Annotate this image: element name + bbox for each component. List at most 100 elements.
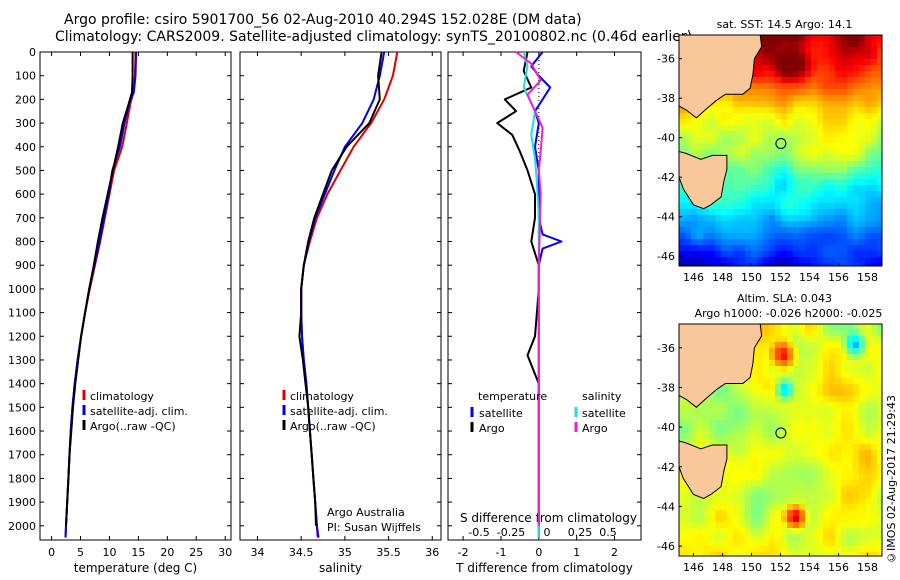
depth-tick-label: 900 xyxy=(15,259,36,272)
legend-label: climatology xyxy=(90,390,154,403)
lon-tick-label: 156 xyxy=(828,561,849,574)
map-title: Altim. SLA: 0.043 xyxy=(737,292,832,305)
legend-label: Argo(..raw -QC) xyxy=(290,420,376,433)
mainland-shape xyxy=(679,35,763,119)
profile-location-marker xyxy=(775,427,787,439)
lon-tick-label: 158 xyxy=(857,561,878,574)
x-tick-label-2: 0.25 xyxy=(568,526,593,539)
series-line-argo-raw-qc- xyxy=(298,51,383,526)
lon-tick-label: 146 xyxy=(683,271,704,284)
x-tick-label: 34.5 xyxy=(289,546,314,559)
sst-map-field xyxy=(679,35,882,266)
temperature-plot-frame xyxy=(39,51,232,541)
sla-map-panel: 146 148 150 152 154 156 158 -36 -38 -40 -42 -44 -46 A… xyxy=(657,292,883,574)
legend-label: Argo(..raw -QC) xyxy=(90,420,176,433)
depth-tick-label: 1800 xyxy=(8,472,36,485)
lat-tick-label: -42 xyxy=(657,461,675,474)
salinity-panel: 34 34.5 35 35.5 36 salinity climatology satelli… xyxy=(239,51,442,575)
lon-tick-label: 156 xyxy=(828,271,849,284)
lon-tick-label: 152 xyxy=(770,271,791,284)
depth-tick-label: 100 xyxy=(15,70,36,83)
lat-tick-label: -40 xyxy=(657,421,675,434)
mainland-shape xyxy=(679,324,763,408)
profile-location-marker xyxy=(775,137,787,149)
map-subtitle: Argo h1000: -0.026 h2000: -0.025 xyxy=(695,307,883,320)
x-tick-label: 30 xyxy=(218,546,232,559)
x-tick-label: 10 xyxy=(102,546,116,559)
depth-tick-label: 700 xyxy=(15,212,36,225)
x-tick-label: 2 xyxy=(611,546,618,559)
depth-tick-label: 300 xyxy=(15,117,36,130)
legend-label: satellite-adj. clim. xyxy=(90,405,188,418)
salinity-plot-frame xyxy=(239,51,442,541)
lat-tick-label: -38 xyxy=(657,381,675,394)
legend-label: climatology xyxy=(290,390,354,403)
figure-title: Argo profile: csiro 5901700_56 02-Aug-20… xyxy=(64,12,582,28)
x-tick-label-2: 0.5 xyxy=(599,526,617,539)
sst-map-panel: 146 148 150 152 154 156 158 -36 -38 -40 -42 -44 -46 s… xyxy=(657,18,883,284)
depth-tick-label: 1200 xyxy=(8,330,36,343)
x-axis-label: temperature (deg C) xyxy=(74,561,197,575)
lat-tick-label: -46 xyxy=(657,250,675,263)
lat-tick-label: -42 xyxy=(657,171,675,184)
lon-tick-label: 148 xyxy=(712,271,733,284)
lat-tick-label: -46 xyxy=(657,540,675,553)
x-tick-label: -2 xyxy=(458,546,469,559)
x-tick-label: 25 xyxy=(189,546,203,559)
lat-tick-label: -36 xyxy=(657,342,675,355)
credit-stamp: ©IMOS 02-Aug-2017 21:29:43 xyxy=(885,395,898,564)
depth-tick-label: 1700 xyxy=(8,449,36,462)
lon-tick-label: 154 xyxy=(799,271,820,284)
x-tick-label-2: 0 xyxy=(544,526,551,539)
x-tick-label: 35 xyxy=(338,546,352,559)
lon-tick-label: 150 xyxy=(741,561,762,574)
lon-tick-label: 152 xyxy=(770,561,791,574)
series-line-argo xyxy=(515,51,544,526)
depth-tick-label: 600 xyxy=(15,188,36,201)
x-tick-label: 0 xyxy=(48,546,55,559)
lon-tick-label: 150 xyxy=(741,271,762,284)
depth-tick-label: 1900 xyxy=(8,496,36,509)
difference-plot-frame xyxy=(447,51,642,541)
depth-tick-label: 1500 xyxy=(8,401,36,414)
x-tick-label-2: -0.5 xyxy=(468,526,489,539)
x-axis-label: T difference from climatology xyxy=(455,561,633,575)
x-tick-label: 15 xyxy=(131,546,145,559)
legend-label: Argo xyxy=(582,422,608,435)
depth-tick-label: 1000 xyxy=(8,283,36,296)
lon-tick-label: 158 xyxy=(857,271,878,284)
depth-tick-label: 2000 xyxy=(8,520,36,533)
legend-label: satellite-adj. clim. xyxy=(290,405,388,418)
tasmania-shape xyxy=(679,440,728,500)
sla-map-field xyxy=(679,324,882,556)
x-tick-label: 5 xyxy=(77,546,84,559)
series-line-argo xyxy=(496,51,540,526)
map-title: sat. SST: 14.5 Argo: 14.1 xyxy=(717,18,853,31)
depth-tick-label: 1600 xyxy=(8,425,36,438)
legend-label: satellite xyxy=(582,407,626,420)
annotation-text: PI: Susan Wijffels xyxy=(327,521,421,534)
lon-tick-label: 146 xyxy=(683,561,704,574)
figure-subtitle: Climatology: CARS2009. Satellite-adjuste… xyxy=(55,29,693,45)
depth-tick-label: 1300 xyxy=(8,354,36,367)
lon-tick-label: 148 xyxy=(712,561,733,574)
lat-tick-label: -36 xyxy=(657,53,675,66)
lon-tick-label: 154 xyxy=(799,561,820,574)
lat-tick-label: -38 xyxy=(657,92,675,105)
lat-tick-label: -44 xyxy=(657,211,675,224)
series-line-argo-raw-qc- xyxy=(65,52,134,526)
x-axis-label: salinity xyxy=(319,561,362,575)
x-tick-label: -1 xyxy=(495,546,506,559)
x-tick-label: 35.5 xyxy=(376,546,401,559)
depth-tick-label: 0 xyxy=(29,46,36,59)
lat-tick-label: -40 xyxy=(657,132,675,145)
x-tick-label: 34 xyxy=(250,546,264,559)
depth-tick-label: 1400 xyxy=(8,378,36,391)
legend-label: Argo xyxy=(479,422,505,435)
annotation-text: Argo Australia xyxy=(327,506,405,519)
x-tick-label: 1 xyxy=(573,546,580,559)
legend-heading: temperature xyxy=(478,390,547,403)
depth-tick-label: 800 xyxy=(15,236,36,249)
x-axis-label-2: S difference from climatology xyxy=(460,511,637,525)
x-tick-label: 20 xyxy=(160,546,174,559)
